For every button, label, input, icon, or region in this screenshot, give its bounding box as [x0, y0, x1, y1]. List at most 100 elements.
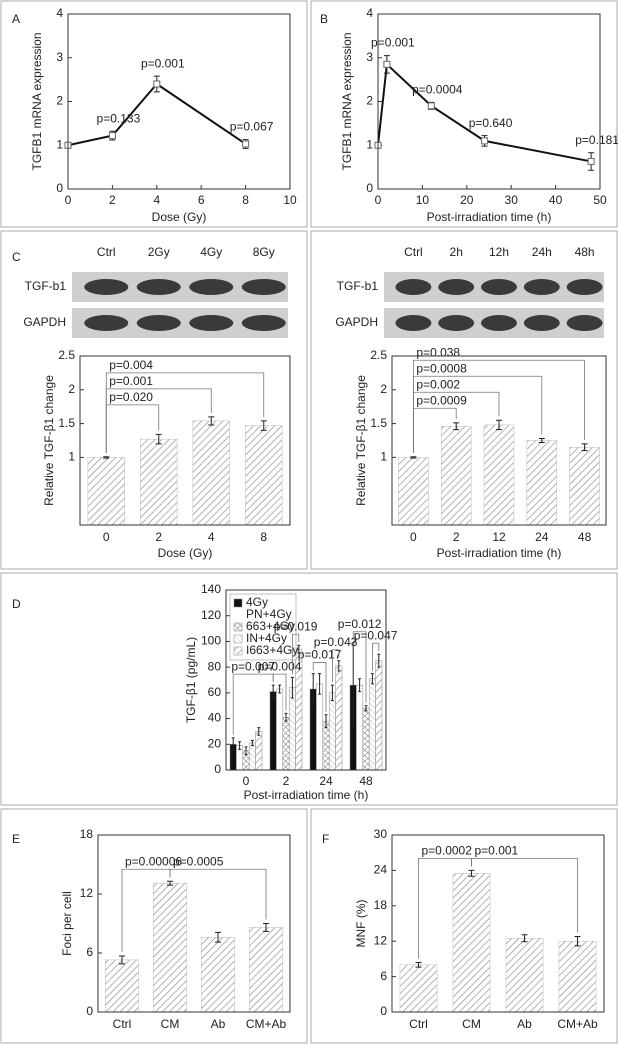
blot-band — [189, 279, 234, 295]
y-tick-label: 0 — [86, 1004, 93, 1018]
legend-label: IN+4Gy — [246, 631, 287, 645]
y-tick-label: 1.5 — [370, 416, 387, 430]
comparison-bracket — [372, 642, 380, 671]
lane-label: 2h — [450, 245, 463, 259]
plot-frame-top — [79, 355, 291, 526]
x-tick-label: 0 — [103, 530, 110, 544]
blot-band — [136, 315, 181, 331]
y-tick-label: 12 — [80, 886, 94, 900]
y-tick-label: 1 — [56, 137, 63, 151]
bar — [288, 687, 296, 771]
lane-label: 2Gy — [148, 245, 170, 259]
bar — [398, 457, 429, 526]
error-bar — [538, 437, 545, 444]
lane-label: 48h — [575, 245, 595, 259]
x-tick-label: 24 — [319, 774, 333, 788]
x-tick-label: Ctrl — [113, 1017, 132, 1031]
error-bar — [257, 727, 261, 736]
p-value: p=0.0005 — [173, 854, 224, 868]
y-axis-title: Relative TGF-β1 change — [354, 375, 368, 506]
x-tick-label: 10 — [283, 193, 297, 207]
y-tick-label: 0 — [214, 762, 221, 776]
error-bar — [263, 923, 269, 932]
y-tick-label: 0 — [380, 1004, 387, 1018]
blot-band — [84, 279, 129, 295]
x-tick-label: CM+Ab — [557, 1017, 598, 1031]
row-label: GAPDH — [23, 315, 66, 329]
bar — [356, 684, 364, 771]
p-value: p=0.043 — [314, 635, 358, 649]
bar — [375, 660, 383, 771]
p-value: p=0.020 — [109, 390, 153, 404]
bar — [200, 937, 236, 1013]
bar — [269, 691, 277, 771]
p-value: p=0.004 — [258, 659, 302, 673]
panel-label: E — [12, 832, 20, 846]
p-value: p=0.067 — [230, 120, 274, 134]
blot-band — [241, 315, 286, 331]
bar — [248, 927, 284, 1013]
blot-band — [395, 279, 432, 295]
x-tick-label: Ab — [211, 1017, 226, 1031]
comparison-bracket — [292, 633, 300, 675]
panel-label: D — [12, 597, 21, 611]
error-bar — [318, 673, 322, 695]
comparison-bracket — [272, 673, 287, 711]
comparison-bracket — [232, 673, 274, 735]
frame — [310, 0, 618, 228]
x-tick-label: 2 — [453, 530, 460, 544]
error-bar — [581, 443, 588, 452]
y-tick-label: 80 — [208, 659, 222, 673]
p-value: p=0.012 — [338, 617, 382, 631]
error-bar — [521, 934, 528, 943]
x-tick-label: 6 — [198, 193, 205, 207]
panel-label: B — [320, 12, 328, 26]
y-tick-label: 40 — [208, 711, 222, 725]
error-bar — [103, 456, 110, 459]
p-value: p=0.004 — [109, 358, 153, 372]
error-bar — [574, 935, 581, 947]
y-tick-label: 3 — [56, 50, 63, 64]
error-bar — [155, 433, 162, 445]
x-tick-label: 4 — [153, 193, 160, 207]
x-tick-label: 24 — [535, 530, 549, 544]
error-bar — [167, 880, 173, 886]
y-tick-label: 6 — [380, 969, 387, 983]
y-tick-label: 12 — [374, 933, 388, 947]
blot-band — [84, 315, 129, 331]
bar — [104, 959, 140, 1013]
x-tick-label: 8 — [242, 193, 249, 207]
y-tick-label: 6 — [86, 945, 93, 959]
p-value: p=0.00006 — [125, 854, 182, 868]
p-value: p=0.133 — [97, 111, 141, 125]
p-value: p=0.0004 — [412, 83, 463, 97]
error-bar — [330, 684, 334, 702]
error-bar — [250, 739, 254, 747]
x-tick-label: CM — [462, 1017, 481, 1031]
legend-swatch — [233, 598, 243, 608]
x-axis-title: Dose (Gy) — [158, 546, 213, 560]
bar — [569, 447, 600, 526]
bar — [322, 720, 330, 771]
error-bar — [311, 673, 315, 705]
y-axis-title: TGFB1 mRNA expression — [340, 32, 354, 170]
p-value: p=0.001 — [475, 844, 519, 858]
error-bar — [351, 642, 355, 729]
y-tick-label: 2 — [380, 382, 387, 396]
plot-frame-top — [97, 834, 291, 1013]
p-value: p=0.001 — [109, 374, 153, 388]
comparison-bracket — [312, 662, 327, 712]
data-line — [377, 62, 592, 163]
y-tick-label: 1 — [366, 137, 373, 151]
x-tick-label: 20 — [460, 193, 474, 207]
error-bar — [358, 678, 362, 693]
comparison-bracket — [413, 359, 585, 453]
error-bar — [119, 955, 125, 965]
bar — [245, 425, 283, 526]
y-tick-label: 3 — [366, 50, 373, 64]
blot-band — [395, 315, 432, 331]
error-bar — [260, 420, 267, 431]
x-tick-label: 12 — [492, 530, 506, 544]
